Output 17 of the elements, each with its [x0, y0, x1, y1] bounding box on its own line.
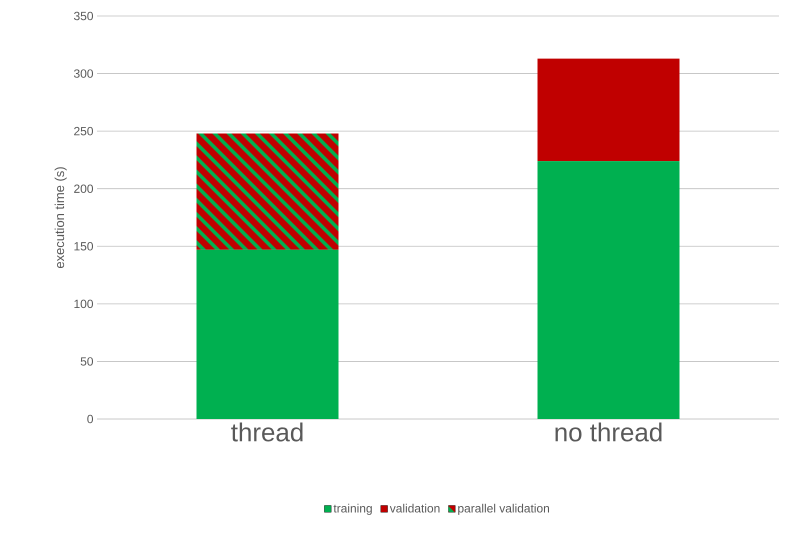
y-tick-label: 100 — [74, 300, 94, 308]
legend-label: training — [334, 504, 372, 515]
y-tick-label: 250 — [74, 126, 94, 136]
bar — [196, 250, 339, 419]
y-tick-label: 350 — [74, 12, 94, 20]
legend-label: parallel validation — [458, 504, 550, 515]
y-tick-label: 0 — [87, 414, 94, 424]
bar — [538, 161, 680, 419]
y-tick-label: 200 — [74, 184, 94, 193]
y-axis-title: execution time (s) — [54, 167, 67, 268]
x-tick-label: thread — [231, 422, 303, 442]
legend-label: validation — [390, 504, 440, 513]
y-tick-label: 50 — [80, 357, 94, 366]
y-tick-label: 150 — [74, 242, 94, 251]
x-tick-label: no thread — [555, 422, 662, 442]
y-tick-label: 300 — [74, 69, 94, 78]
bar — [538, 58, 680, 162]
